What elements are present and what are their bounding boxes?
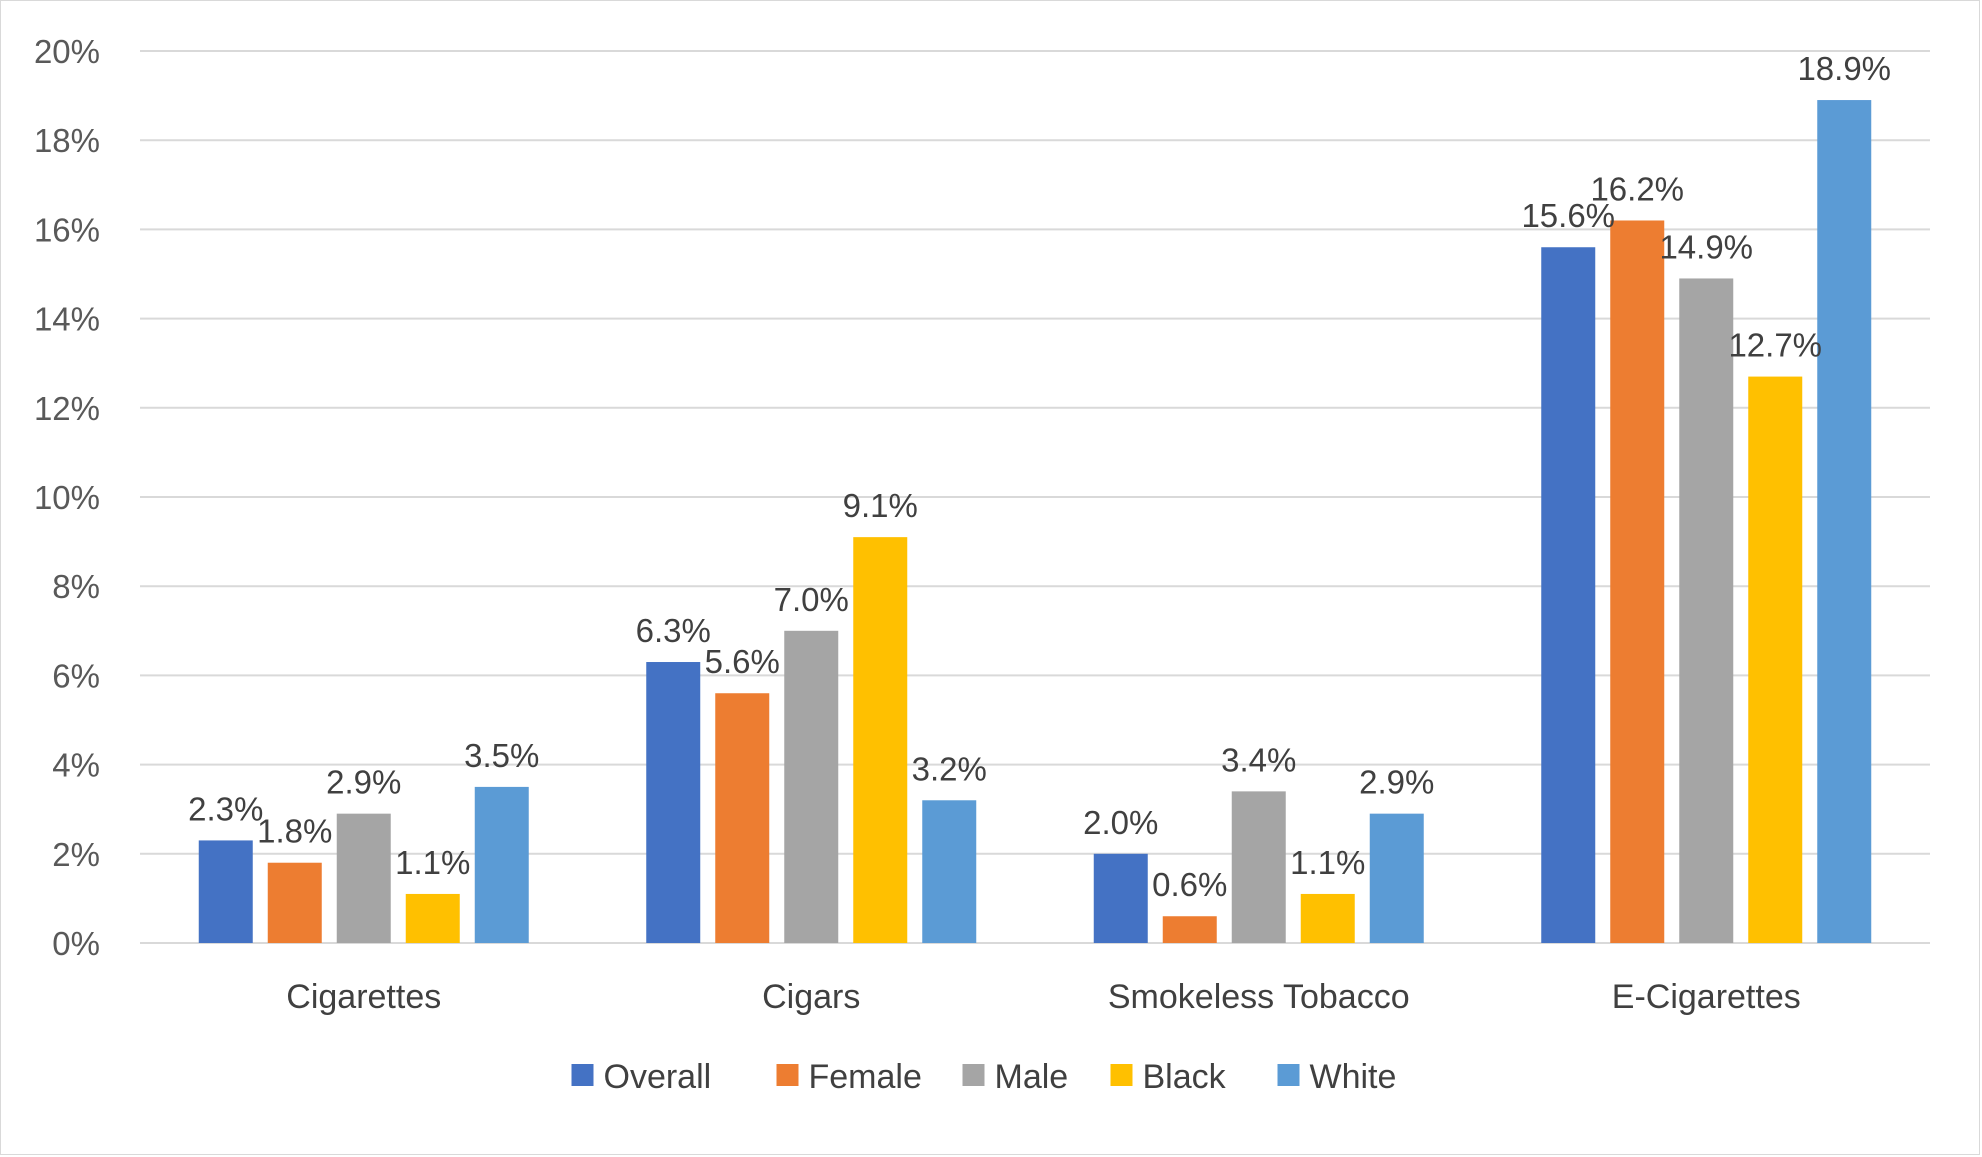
y-tick-label: 2% xyxy=(52,836,100,873)
bar-male-e-cigarettes xyxy=(1679,278,1734,944)
y-tick-label: 4% xyxy=(52,747,100,784)
bar-male-cigarettes xyxy=(336,813,391,943)
data-label: 2.3% xyxy=(188,790,263,827)
y-tick-label: 12% xyxy=(34,390,100,427)
bar-white-smokeless-tobacco xyxy=(1369,813,1424,943)
legend-swatch-white xyxy=(1277,1064,1300,1086)
legend-label-male: Male xyxy=(995,1058,1069,1096)
x-category-label: Cigars xyxy=(762,978,860,1016)
y-tick-label: 10% xyxy=(34,479,100,516)
x-category-label: Smokeless Tobacco xyxy=(1108,978,1410,1016)
data-label: 3.4% xyxy=(1221,741,1296,778)
bar-black-smokeless-tobacco xyxy=(1300,893,1355,943)
bar-female-smokeless-tobacco xyxy=(1162,916,1217,943)
data-labels: 2.3%1.8% 2.9% 1.1% 3.5% 6.3%5.6% 7.0% 9.1% 3.2%… xyxy=(188,50,1891,903)
data-label: 1.1% xyxy=(1290,844,1365,881)
y-tick-label: 6% xyxy=(52,657,100,694)
y-axis: 0% 2% 4% 6% 8% 10% 12% 14% 16% 18% 20% xyxy=(34,33,100,962)
legend-swatch-overall xyxy=(571,1064,594,1086)
data-label: 1.8% xyxy=(257,813,332,850)
legend-label-white: White xyxy=(1310,1058,1397,1096)
bar-white-cigars xyxy=(922,800,977,943)
bar-overall-e-cigarettes xyxy=(1541,247,1596,944)
data-label: 12.7% xyxy=(1728,327,1822,364)
bar-female-cigars xyxy=(715,693,770,943)
data-label: 7.0% xyxy=(774,581,849,618)
data-label: 3.5% xyxy=(464,737,539,774)
data-label: 18.9% xyxy=(1797,50,1891,87)
data-label: 1.1% xyxy=(395,844,470,881)
legend-label-overall: Overall xyxy=(604,1058,712,1096)
bar-female-cigarettes xyxy=(267,862,322,943)
x-category-label: E-Cigarettes xyxy=(1612,978,1801,1016)
data-label: 2.9% xyxy=(1359,764,1434,801)
data-label: 9.1% xyxy=(843,487,918,524)
y-tick-label: 20% xyxy=(34,33,100,70)
data-label: 2.0% xyxy=(1083,804,1158,841)
data-label: 2.9% xyxy=(326,764,401,801)
bar-black-e-cigarettes xyxy=(1748,376,1803,944)
bar-white-cigarettes xyxy=(474,786,529,943)
data-label: 6.3% xyxy=(636,612,711,649)
bar-female-e-cigarettes xyxy=(1610,220,1665,944)
data-label: 3.2% xyxy=(912,750,987,787)
legend-swatch-male xyxy=(962,1064,985,1086)
bar-overall-cigars xyxy=(646,662,701,943)
y-tick-label: 14% xyxy=(34,301,100,338)
bars xyxy=(198,100,1872,944)
data-label: 14.9% xyxy=(1659,228,1753,265)
bar-black-cigarettes xyxy=(405,893,460,943)
x-axis: Cigarettes Cigars Smokeless Tobacco E-Cigar… xyxy=(286,978,1800,1016)
bar-overall-smokeless-tobacco xyxy=(1093,853,1148,943)
legend-swatch-black xyxy=(1110,1064,1133,1086)
data-label: 0.6% xyxy=(1152,866,1227,903)
legend: Overall Female Male Black White xyxy=(571,1058,1397,1096)
legend-label-female: Female xyxy=(809,1058,922,1096)
legend-swatch-female xyxy=(776,1064,799,1086)
data-label: 15.6% xyxy=(1521,197,1615,234)
y-tick-label: 8% xyxy=(52,568,100,605)
bar-male-cigars xyxy=(784,630,839,943)
bar-white-e-cigarettes xyxy=(1817,100,1872,943)
data-label: 5.6% xyxy=(705,643,780,680)
bar-black-cigars xyxy=(853,537,908,943)
y-tick-label: 16% xyxy=(34,211,100,248)
y-tick-label: 0% xyxy=(52,925,100,962)
bar-male-smokeless-tobacco xyxy=(1231,791,1286,943)
data-label: 16.2% xyxy=(1590,170,1684,207)
y-tick-label: 18% xyxy=(34,122,100,159)
bar-overall-cigarettes xyxy=(198,840,253,943)
legend-label-black: Black xyxy=(1143,1058,1227,1096)
x-category-label: Cigarettes xyxy=(286,978,441,1016)
